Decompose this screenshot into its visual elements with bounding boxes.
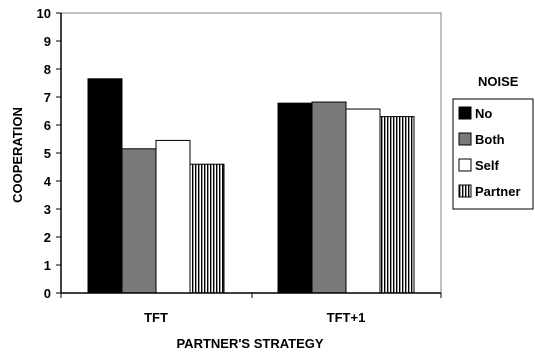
- y-tick-label: 1: [44, 258, 51, 273]
- legend-swatch-self: [458, 158, 472, 172]
- bar-tft1-self: [345, 108, 381, 294]
- legend-swatch-both: [458, 132, 472, 146]
- bars: [87, 78, 415, 294]
- legend-box: [452, 98, 534, 210]
- bar-tft-no: [87, 78, 123, 294]
- x-category-label: TFT+1: [327, 310, 366, 325]
- y-axis-title: COOPERATION: [10, 107, 25, 203]
- y-tick-label: 2: [44, 230, 51, 245]
- bar-tft-both: [121, 148, 157, 294]
- legend-swatch-no: [458, 106, 472, 120]
- y-tick-label: 5: [44, 146, 51, 161]
- y-tick-label: 0: [44, 286, 51, 301]
- legend-label-no: No: [475, 106, 492, 121]
- y-axis-ticks: 0 1 2 3 4 5 6 7 8 9 10: [37, 6, 61, 301]
- y-tick-label: 7: [44, 90, 51, 105]
- x-axis-category-labels: TFT TFT+1: [144, 310, 365, 325]
- y-tick-label: 4: [44, 174, 52, 189]
- x-axis-title: PARTNER'S STRATEGY: [176, 336, 323, 351]
- legend-label-partner: Partner: [475, 184, 521, 199]
- y-tick-label: 8: [44, 62, 51, 77]
- bar-tft1-partner: [379, 116, 415, 294]
- y-tick-label: 6: [44, 118, 51, 133]
- bar-tft1-no: [277, 102, 313, 294]
- legend-swatch-partner: [458, 184, 472, 198]
- y-tick-label: 3: [44, 202, 51, 217]
- bar-tft1-both: [311, 101, 347, 294]
- x-category-label: TFT: [144, 310, 168, 325]
- y-tick-label: 10: [37, 6, 51, 21]
- legend-label-self: Self: [475, 158, 500, 173]
- legend-label-both: Both: [475, 132, 505, 147]
- legend: NOISE No Both Self Partner: [452, 74, 534, 210]
- bar-tft-partner: [189, 163, 225, 294]
- legend-title: NOISE: [478, 74, 519, 89]
- bar-tft-self: [155, 139, 191, 294]
- y-tick-label: 9: [44, 34, 51, 49]
